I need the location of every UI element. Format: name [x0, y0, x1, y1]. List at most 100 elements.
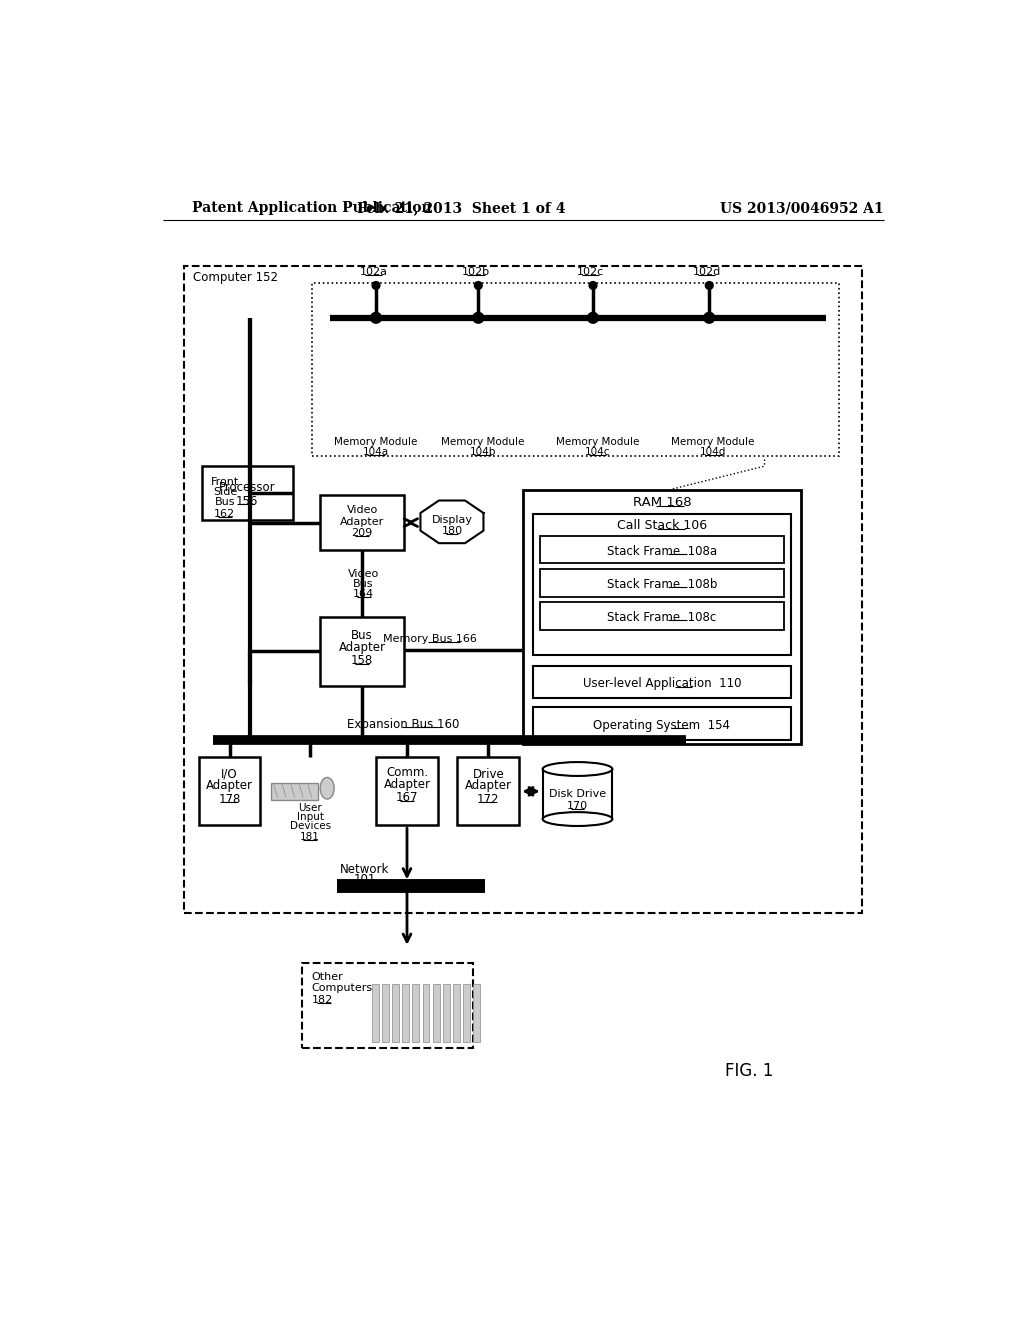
Bar: [473, 983, 480, 1041]
Bar: [423, 983, 429, 1041]
Bar: [442, 983, 450, 1041]
Text: 104a: 104a: [362, 446, 389, 457]
Text: Call Stack 106: Call Stack 106: [616, 519, 707, 532]
Circle shape: [473, 313, 483, 323]
Polygon shape: [669, 326, 711, 432]
Text: 156: 156: [237, 495, 258, 508]
Text: Display: Display: [431, 515, 472, 524]
Text: 170: 170: [567, 801, 588, 810]
Text: RAM 168: RAM 168: [633, 496, 691, 510]
Bar: [200, 758, 260, 825]
Text: Front: Front: [211, 477, 239, 487]
Text: 180: 180: [441, 527, 463, 536]
Text: Comm.: Comm.: [386, 767, 428, 779]
Text: I/O: I/O: [221, 768, 238, 781]
Bar: [543, 770, 612, 818]
Text: Computers: Computers: [311, 982, 373, 993]
Text: Memory Module: Memory Module: [672, 437, 755, 446]
Text: Expansion Bus 160: Expansion Bus 160: [347, 718, 460, 731]
Ellipse shape: [543, 762, 612, 776]
Text: 102d: 102d: [693, 268, 721, 277]
Bar: [302, 964, 473, 1048]
Bar: [532, 665, 792, 698]
Text: Disk Drive: Disk Drive: [549, 789, 606, 800]
Text: 158: 158: [351, 653, 373, 667]
Text: 102b: 102b: [462, 268, 490, 277]
Bar: [402, 983, 410, 1041]
Text: Adapter: Adapter: [340, 517, 384, 527]
Text: Adapter: Adapter: [465, 779, 512, 792]
Polygon shape: [352, 326, 395, 432]
Polygon shape: [464, 326, 506, 432]
Polygon shape: [331, 326, 374, 432]
Text: 172: 172: [477, 792, 500, 805]
Text: Adapter: Adapter: [206, 779, 253, 792]
Text: Video: Video: [348, 569, 379, 579]
Text: Stack Frame  108b: Stack Frame 108b: [607, 578, 717, 591]
Bar: [312, 284, 840, 457]
Bar: [458, 758, 519, 825]
Text: Stack Frame  108c: Stack Frame 108c: [607, 611, 717, 624]
Text: Bus: Bus: [353, 579, 374, 589]
Polygon shape: [574, 326, 617, 432]
Text: Stack Frame  108a: Stack Frame 108a: [607, 545, 717, 557]
Text: Computer 152: Computer 152: [194, 271, 279, 284]
Polygon shape: [679, 326, 722, 432]
Text: 102c: 102c: [578, 268, 604, 277]
Circle shape: [588, 313, 598, 323]
Polygon shape: [442, 326, 484, 432]
Text: Network: Network: [340, 862, 389, 875]
Circle shape: [703, 313, 715, 323]
Text: Memory Module: Memory Module: [334, 437, 418, 446]
Text: User: User: [298, 803, 322, 813]
Bar: [202, 466, 293, 520]
Text: User-level Application  110: User-level Application 110: [583, 677, 741, 690]
Bar: [432, 983, 439, 1041]
Text: Adapter: Adapter: [339, 640, 386, 653]
Ellipse shape: [543, 812, 612, 826]
Bar: [413, 983, 420, 1041]
Text: Devices: Devices: [290, 821, 331, 832]
Bar: [541, 569, 783, 597]
Bar: [523, 490, 801, 743]
Bar: [321, 495, 403, 550]
Text: Input: Input: [297, 812, 324, 822]
Text: 101: 101: [353, 874, 376, 887]
Bar: [183, 267, 862, 913]
Polygon shape: [553, 326, 595, 432]
Text: Bus: Bus: [215, 496, 236, 507]
Bar: [453, 983, 460, 1041]
Text: US 2013/0046952 A1: US 2013/0046952 A1: [721, 202, 884, 215]
Polygon shape: [342, 326, 385, 432]
Text: 162: 162: [214, 510, 236, 519]
Polygon shape: [421, 500, 483, 544]
Text: Feb. 21, 2013  Sheet 1 of 4: Feb. 21, 2013 Sheet 1 of 4: [357, 202, 565, 215]
Text: Adapter: Adapter: [384, 777, 430, 791]
Text: Memory Bus 166: Memory Bus 166: [383, 634, 477, 644]
Bar: [382, 983, 389, 1041]
Text: Patent Application Publication: Patent Application Publication: [191, 202, 431, 215]
Polygon shape: [563, 326, 606, 432]
Bar: [541, 536, 783, 564]
Text: 167: 167: [395, 791, 418, 804]
Polygon shape: [453, 326, 496, 432]
Text: Video: Video: [346, 506, 378, 515]
Text: 181: 181: [300, 832, 321, 842]
Text: 104b: 104b: [470, 446, 497, 457]
Text: Memory Module: Memory Module: [556, 437, 639, 446]
Circle shape: [706, 281, 713, 289]
Text: Other: Other: [311, 972, 343, 982]
Polygon shape: [690, 326, 732, 432]
Bar: [541, 602, 783, 630]
Text: 209: 209: [351, 528, 373, 539]
Text: 182: 182: [311, 995, 333, 1005]
Text: Operating System  154: Operating System 154: [594, 718, 730, 731]
Bar: [271, 783, 317, 800]
Bar: [376, 758, 438, 825]
Circle shape: [589, 281, 597, 289]
Ellipse shape: [321, 777, 334, 799]
Text: Bus: Bus: [351, 630, 373, 643]
Text: 102a: 102a: [359, 268, 388, 277]
Bar: [532, 515, 792, 655]
Text: 104c: 104c: [585, 446, 610, 457]
